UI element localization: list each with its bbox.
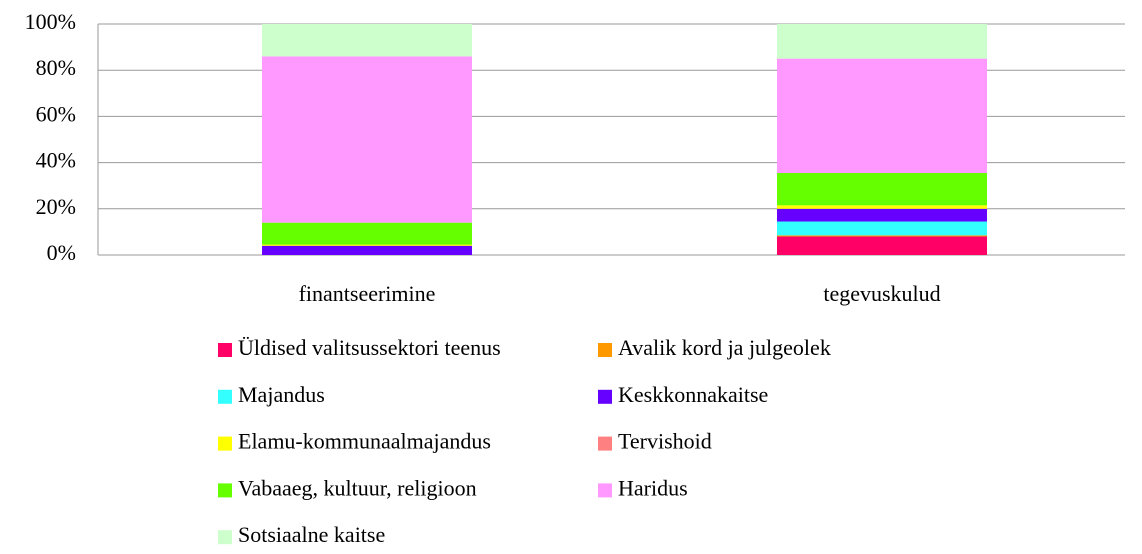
bar-segment <box>777 172 987 206</box>
y-tick-label: 20% <box>36 194 76 219</box>
legend-label: Vabaaeg, kultuur, religioon <box>238 475 477 500</box>
legend-swatch <box>218 436 232 451</box>
legend-swatch <box>218 343 232 357</box>
legend-label: Majandus <box>238 382 325 407</box>
legend-swatch <box>218 530 232 545</box>
y-tick-label: 80% <box>36 55 76 80</box>
legend-label: Tervishoid <box>618 429 712 454</box>
legend-label: Üldised valitsussektori teenus <box>238 335 501 360</box>
legend-swatch <box>218 389 232 404</box>
x-tick-label: tegevuskulud <box>823 281 940 306</box>
bar-segment <box>262 24 472 57</box>
bar-segment <box>777 58 987 173</box>
legend-label: Avalik kord ja julgeolek <box>618 335 831 360</box>
y-tick-label: 40% <box>36 148 76 173</box>
legend-swatch <box>598 483 612 498</box>
legend-swatch <box>598 343 612 357</box>
legend-label: Keskkonnakaitse <box>618 382 768 407</box>
legend-label: Haridus <box>618 475 688 500</box>
bar-segment <box>777 235 987 237</box>
legend-label: Elamu-kommunaalmajandus <box>238 429 491 454</box>
legend-swatch <box>218 483 232 498</box>
legend-swatch <box>598 436 612 451</box>
bar-segment <box>777 24 987 59</box>
legend-label: Sotsiaalne kaitse <box>238 522 385 547</box>
y-tick-label: 0% <box>47 240 76 265</box>
y-tick-label: 100% <box>25 9 76 34</box>
bar-segment <box>262 56 472 223</box>
y-tick-label: 60% <box>36 101 76 126</box>
x-tick-label: finantseerimine <box>299 281 436 306</box>
bar-segment <box>777 205 987 209</box>
legend-swatch <box>598 389 612 404</box>
bar-segment <box>262 245 472 255</box>
bar-segment <box>777 221 987 236</box>
bar-segment <box>777 236 987 255</box>
bar-segment <box>262 244 472 246</box>
bar-segment <box>777 208 987 222</box>
bar-segment <box>262 222 472 245</box>
